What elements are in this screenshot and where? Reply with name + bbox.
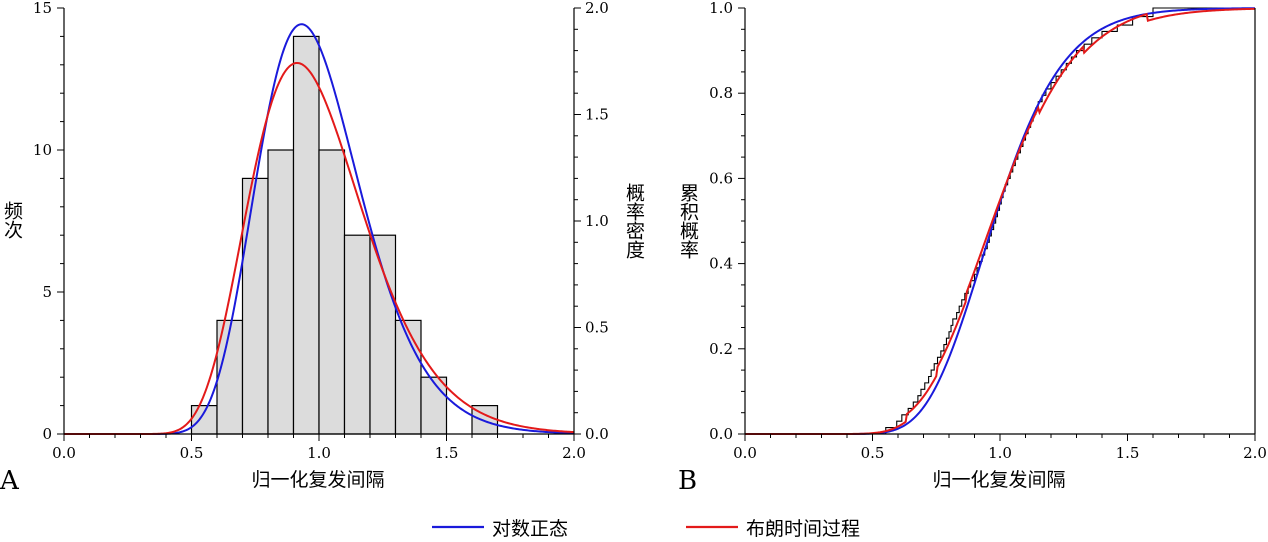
x-tick-label: 0.0 [52,444,76,462]
histogram-bar [241,177,269,435]
legend-label-lognormal: 对数正态 [492,518,568,540]
y-tick-label: 10 [33,141,52,159]
x-tick-label: 1.5 [435,444,459,462]
histogram-bars [190,35,499,435]
x-tick-label: 0.0 [733,444,757,462]
y-tick-label: 0.0 [709,425,733,443]
y-tick-label: 0.4 [709,255,733,273]
y-tick-label: 1.0 [709,0,733,17]
histogram-bar [343,234,371,435]
histogram-bar [369,234,397,435]
panel-a: 0.0 0.5 1.0 1.5 2.0 0 5 10 15 0.0 0.5 1.0 1.5 2.0 A 归… [0,0,645,496]
y2-tick-label: 2.0 [585,0,609,17]
histogram-bar [190,405,218,435]
empirical-cdf-step [745,7,1255,435]
x-tick-label: 0.5 [861,444,885,462]
y-tick-label: 0.8 [709,84,733,102]
y2-tick-label: 0.5 [585,319,609,337]
y2-tick-label: 0.0 [585,425,609,443]
y-tick-label: 0.6 [709,169,733,187]
panel-b-ylabel: 累积概率 [677,183,699,259]
panel-a-axes: 0.0 0.5 1.0 1.5 2.0 0 5 10 15 0.0 0.5 1.0 1.5 2.0 [33,0,609,462]
panel-a-ylabel: 频次 [1,201,23,239]
y2-tick-label: 1.0 [585,212,609,230]
x-tick-label: 1.0 [988,444,1012,462]
panel-a-y2label: 概率密度 [623,183,645,259]
x-tick-label: 0.5 [180,444,204,462]
x-tick-label: 2.0 [562,444,586,462]
y-tick-label: 5 [42,283,52,301]
cdf-curves [745,7,1256,435]
x-tick-label: 2.0 [1243,444,1267,462]
panel-b: 0.0 0.5 1.0 1.5 2.0 0.0 0.2 0.4 0.6 0.8 1.0 B 归一化复… [677,0,1267,496]
legend: 对数正态 布朗时间过程 [432,518,860,540]
y-tick-label: 0.2 [709,340,733,358]
panel-b-axes: 0.0 0.5 1.0 1.5 2.0 0.0 0.2 0.4 0.6 0.8 1.0 [709,0,1267,462]
y-tick-label: 15 [33,0,52,17]
panel-a-label: A [0,466,20,496]
panel-a-xlabel: 归一化复发间隔 [251,469,384,491]
histogram-bar [267,149,295,435]
x-tick-label: 1.0 [307,444,331,462]
histogram-bar [318,149,346,435]
cdf-curve-bpt [745,7,1256,435]
panel-b-label: B [678,466,697,496]
legend-label-bpt: 布朗时间过程 [746,518,860,540]
x-tick-label: 1.5 [1116,444,1140,462]
y2-tick-label: 1.5 [585,106,609,124]
histogram-bar [292,35,320,435]
panel-b-xlabel: 归一化复发间隔 [932,469,1065,491]
cdf-curve-lognormal [745,7,1256,435]
y-tick-label: 0 [42,425,52,443]
histogram-bar [420,376,448,435]
